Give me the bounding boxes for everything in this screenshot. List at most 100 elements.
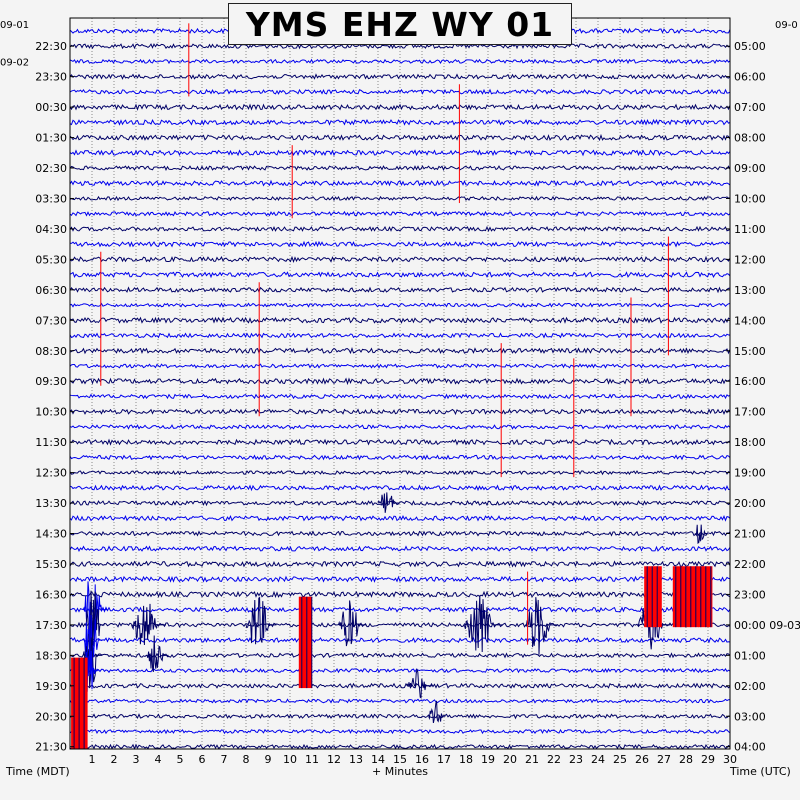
trace-row — [69, 713, 730, 720]
right-tick-label: 17:00 — [734, 406, 766, 419]
x-tick-label: 12 — [327, 753, 341, 766]
right-tick-label: 05:00 — [734, 40, 766, 53]
trace-row — [69, 165, 731, 171]
x-tick-label: 13 — [349, 753, 363, 766]
left-tick-label: 23:30 — [35, 71, 67, 84]
x-tick-label: 6 — [199, 753, 206, 766]
right-tick-label: 08:00 — [734, 132, 766, 145]
left-tick-label: 01:30 — [35, 132, 67, 145]
signal-burst — [463, 595, 503, 652]
x-tick-label: 30 — [723, 753, 737, 766]
left-tick-label: 17:30 — [35, 619, 67, 632]
left-tick-label: 00:30 — [35, 101, 67, 114]
trace-row — [69, 454, 731, 461]
trace-row — [69, 698, 731, 704]
trace-row — [69, 667, 731, 674]
left-tick-label: 03:30 — [35, 192, 67, 205]
x-tick-label: 26 — [635, 753, 649, 766]
x-tick-label: 11 — [305, 753, 319, 766]
x-tick-label: 8 — [243, 753, 250, 766]
trace-layer — [69, 27, 731, 750]
left-tick-label: 02:30 — [35, 162, 67, 175]
trace-row — [69, 210, 731, 217]
left-tick-label: 22:30 — [35, 40, 67, 53]
right-tick-label: 19:00 — [734, 467, 766, 480]
right-tick-label: 22:00 — [734, 558, 766, 571]
x-tick-label: 3 — [133, 753, 140, 766]
trace-row — [69, 225, 731, 232]
trace-row — [69, 469, 731, 476]
x-tick-label: 25 — [613, 753, 627, 766]
x-tick-label: 16 — [415, 753, 429, 766]
x-tick-label: 17 — [437, 753, 451, 766]
x-tick-label: 20 — [503, 753, 517, 766]
x-tick-label: 24 — [591, 753, 605, 766]
trace-row — [69, 545, 731, 552]
trace-row — [69, 346, 731, 355]
right-tick-label: 20:00 — [734, 497, 766, 510]
trace-row — [69, 424, 731, 430]
trace-row — [69, 682, 731, 689]
left-tick-label: 12:30 — [35, 467, 67, 480]
right-tick-label: 10:00 — [734, 192, 766, 205]
right-tick-label: 21:00 — [734, 528, 766, 541]
trace-row — [69, 484, 731, 492]
trace-row — [69, 606, 731, 614]
trace-row — [69, 728, 731, 735]
right-tick-label: 03:00 — [734, 710, 766, 723]
right-tick-label: 06:00 — [734, 71, 766, 84]
trace-row — [69, 514, 731, 522]
right-tick-label: 23:00 — [734, 588, 766, 601]
trace-row — [69, 240, 731, 248]
right-tick-label: 14:00 — [734, 314, 766, 327]
left-tick-label: 08:30 — [35, 345, 67, 358]
left-tick-label: 11:30 — [35, 436, 67, 449]
left-tick-label: 15:30 — [35, 558, 67, 571]
trace-row — [69, 621, 731, 628]
left-tick-label: 04:30 — [35, 223, 67, 236]
clipped-signal-block — [672, 566, 713, 628]
left-tick-label: 18:30 — [35, 649, 67, 662]
trace-row — [69, 255, 731, 264]
left-axis-label: Time (MDT) — [6, 765, 70, 778]
left-tick-label: 16:30 — [35, 588, 67, 601]
x-tick-label: 5 — [177, 753, 184, 766]
signal-burst — [82, 614, 103, 677]
x-tick-label: 7 — [221, 753, 228, 766]
x-tick-label: 9 — [265, 753, 272, 766]
event-layer — [71, 23, 713, 749]
trace-row — [69, 302, 731, 308]
x-tick-label: 4 — [155, 753, 162, 766]
trace-row — [69, 393, 731, 400]
trace-row — [69, 316, 731, 324]
chart-title-box: YMS EHZ WY 01 — [228, 3, 572, 45]
signal-burst — [428, 700, 446, 724]
x-tick-label: 10 — [283, 753, 297, 766]
trace-row — [69, 42, 731, 50]
x-tick-label: 29 — [701, 753, 715, 766]
x-tick-label: 23 — [569, 753, 583, 766]
trace-row — [69, 103, 731, 111]
x-tick-label: 28 — [679, 753, 693, 766]
left-tick-label: 19:30 — [35, 680, 67, 693]
x-tick-label: 21 — [525, 753, 539, 766]
trace-row — [69, 149, 731, 157]
right-tick-label: 16:00 — [734, 375, 766, 388]
trace-row — [69, 590, 731, 599]
left-date-label: 09-01 — [0, 20, 29, 31]
left-date-label: 09-02 — [0, 57, 29, 68]
trace-row — [69, 575, 731, 583]
signal-burst — [525, 597, 559, 655]
x-tick-label: 1 — [89, 753, 96, 766]
left-tick-label: 20:30 — [35, 710, 67, 723]
left-tick-label: 13:30 — [35, 497, 67, 510]
signal-burst — [245, 596, 277, 645]
right-tick-label: 01:00 — [734, 649, 766, 662]
right-axis-label: Time (UTC) — [730, 765, 791, 778]
right-tick-label: 15:00 — [734, 345, 766, 358]
right-tick-label: 00:00 09-03 — [734, 619, 800, 632]
right-date-label: 09-0 — [775, 20, 798, 31]
x-tick-label: 15 — [393, 753, 407, 766]
right-axis-labels: 05:00 06:00 07:00 08:00 09:00 10:00 11:00 12:00… — [726, 20, 800, 754]
